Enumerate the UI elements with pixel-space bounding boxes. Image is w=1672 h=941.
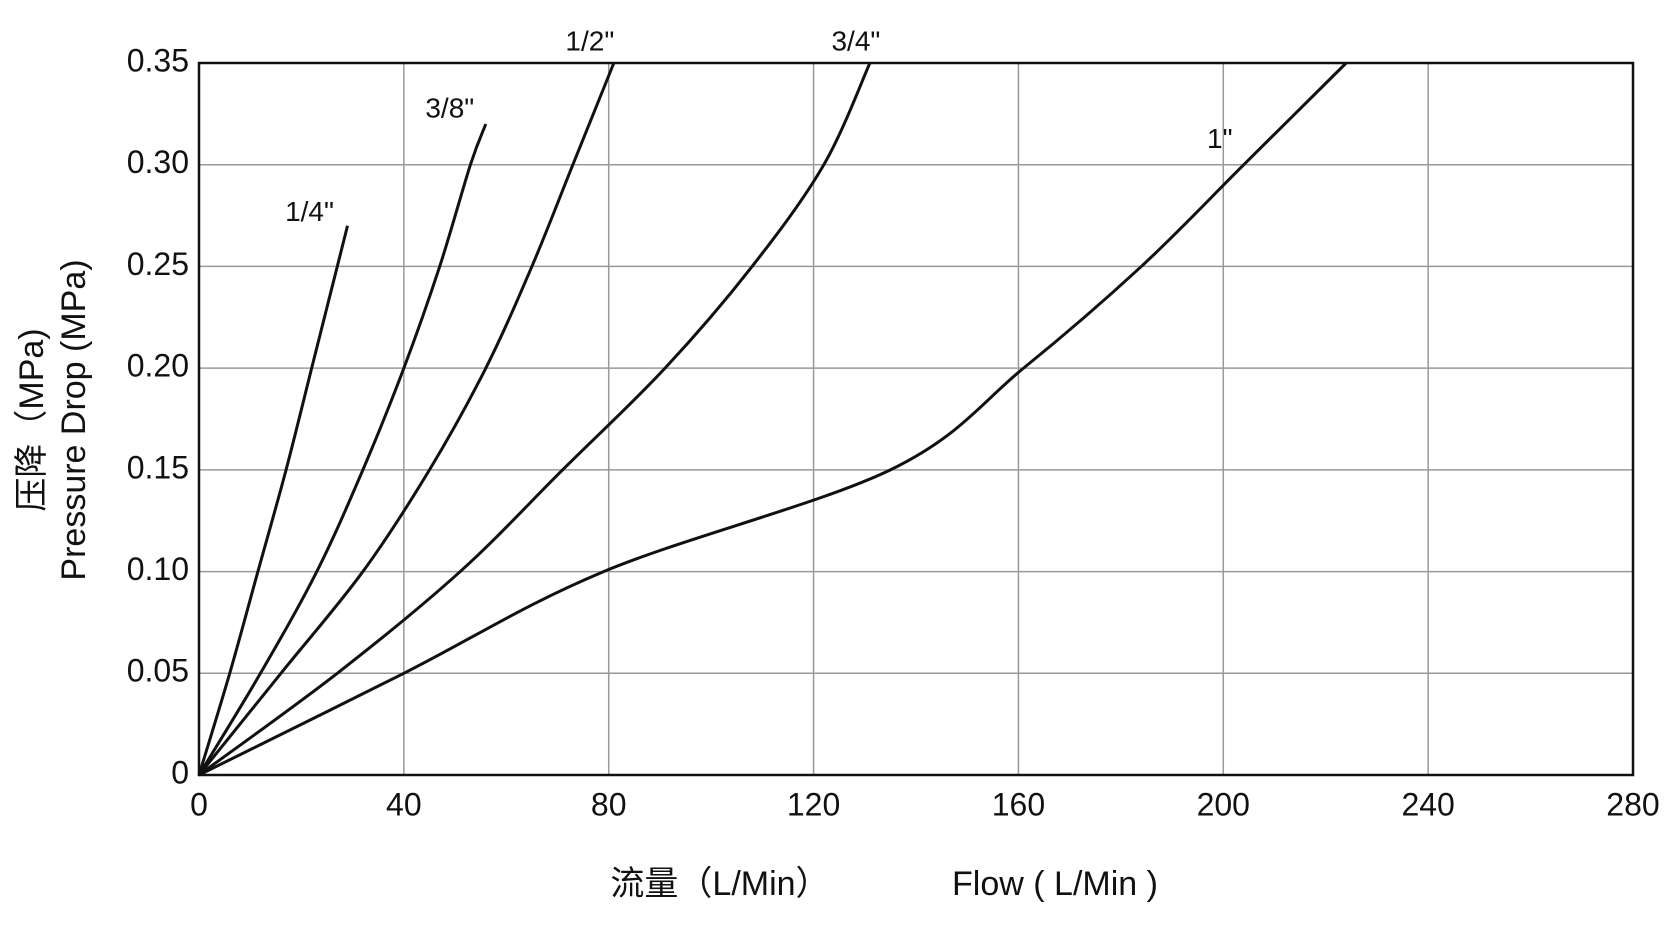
series-label: 3/4" bbox=[831, 25, 880, 56]
x-tick-label: 240 bbox=[1401, 786, 1454, 822]
series-line bbox=[198, 61, 1348, 777]
x-tick-label: 40 bbox=[386, 786, 422, 822]
y-axis-title-group: 压降（MPa) Pressure Drop (MPa) bbox=[13, 259, 93, 580]
series-line bbox=[197, 225, 349, 776]
y-tick-label: 0 bbox=[171, 754, 189, 790]
series-label: 1" bbox=[1207, 123, 1233, 154]
x-tick-label: 120 bbox=[787, 786, 840, 822]
y-axis-title: 压降（MPa) bbox=[13, 328, 51, 511]
y-tick-label: 0.15 bbox=[127, 449, 189, 485]
series-label: 1/4" bbox=[285, 196, 334, 227]
series-line bbox=[197, 123, 488, 776]
series-line bbox=[197, 62, 616, 776]
y-tick-label: 0.35 bbox=[127, 42, 189, 78]
y-tick-label: 0.25 bbox=[127, 246, 189, 282]
x-tick-label: 80 bbox=[591, 786, 627, 822]
x-tick-label: 160 bbox=[992, 786, 1045, 822]
series-line bbox=[198, 62, 872, 777]
x-tick-label: 0 bbox=[190, 786, 208, 822]
x-axis-title: Flow ( L/Min ) bbox=[952, 865, 1158, 903]
plot-border bbox=[197, 61, 1635, 777]
x-tick-label: 280 bbox=[1606, 786, 1659, 822]
y-tick-label: 0.20 bbox=[127, 348, 189, 384]
x-axis-title: 流量（L/Min） bbox=[610, 865, 829, 903]
y-tick-label: 0.30 bbox=[127, 144, 189, 180]
x-tick-label: 200 bbox=[1197, 786, 1250, 822]
series-label: 3/8" bbox=[425, 92, 474, 123]
series-label: 1/2" bbox=[565, 25, 614, 56]
y-tick-label: 0.05 bbox=[127, 653, 189, 689]
y-axis-title: Pressure Drop (MPa) bbox=[55, 259, 93, 580]
y-tick-label: 0.10 bbox=[127, 551, 189, 587]
